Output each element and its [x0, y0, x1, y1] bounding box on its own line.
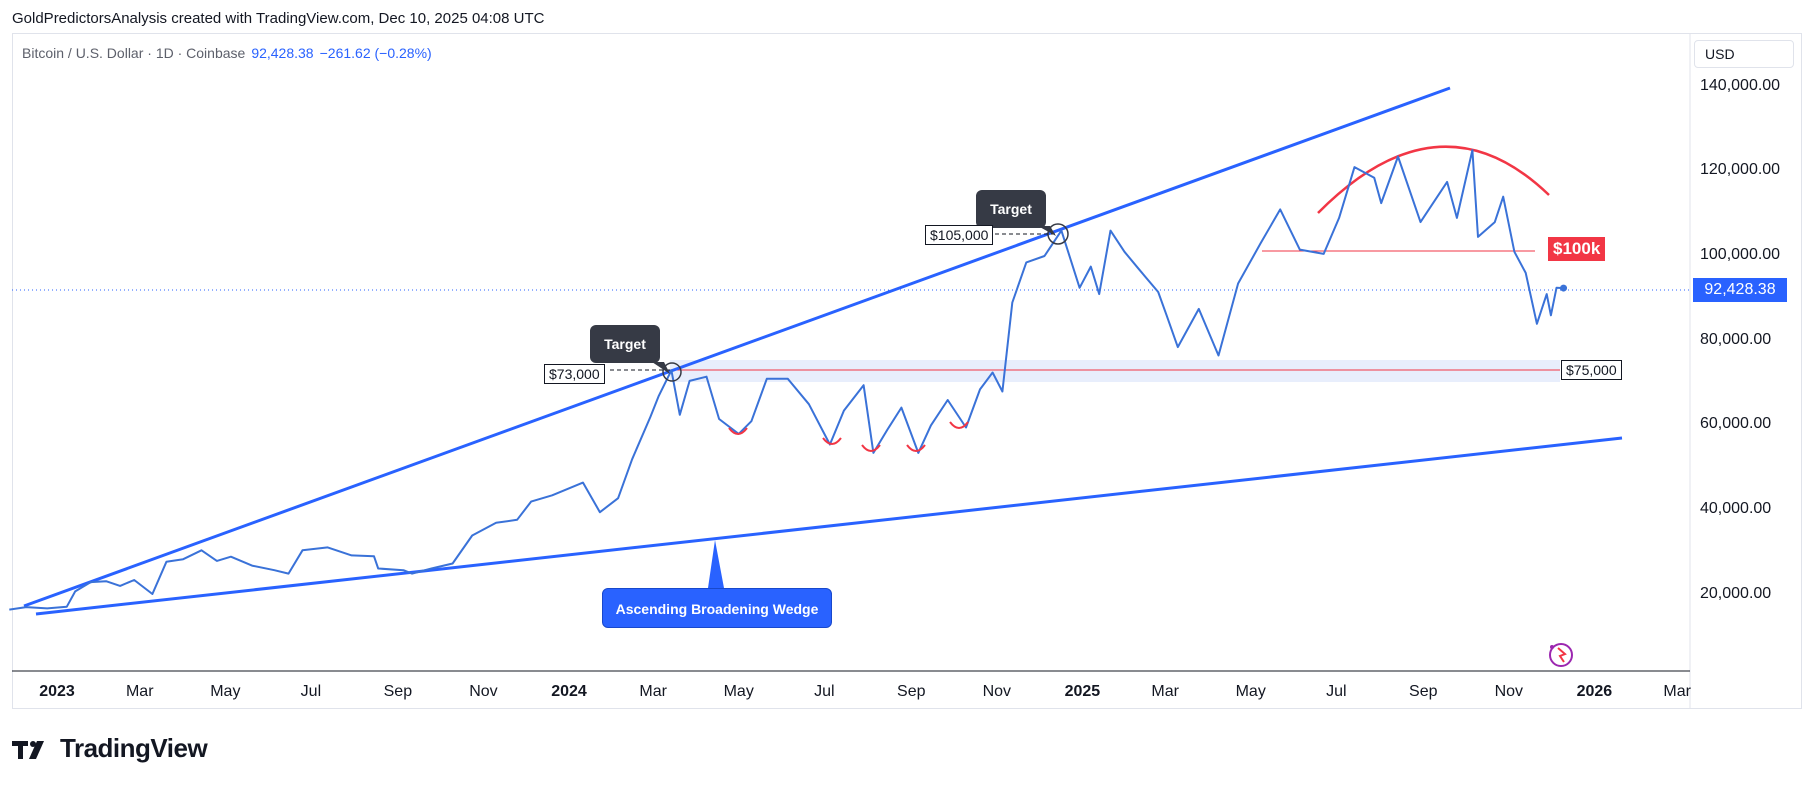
x-tick-label: Jul: [300, 683, 322, 700]
x-tick-label: 2025: [1064, 683, 1101, 700]
currency-button[interactable]: USD: [1694, 40, 1794, 68]
x-tick-label: May: [1235, 683, 1266, 700]
y-tick-label: 80,000.00: [1700, 330, 1772, 348]
price-tag-75k: $75,000: [1561, 360, 1622, 380]
last-price-dot: [1560, 284, 1568, 292]
target-circle-1: [662, 362, 682, 382]
y-tick-label: 140,000.00: [1700, 76, 1781, 94]
price-tag-105k: $105,000: [925, 225, 994, 245]
bottom-marker: [728, 427, 748, 435]
x-tick-label: Nov: [982, 683, 1012, 700]
wedge-lower-line: [35, 436, 1623, 616]
x-tick-label: Mar: [125, 683, 154, 700]
tv-spark-icon: [1549, 643, 1573, 667]
bottom-marker: [822, 437, 842, 445]
target-callout-2: Target: [976, 190, 1046, 228]
x-tick-label: Sep: [1409, 683, 1438, 700]
wedge-callout-pointer: [708, 540, 724, 588]
bottom-marker: [906, 444, 926, 452]
x-tick-label: May: [210, 683, 241, 700]
tradingview-logo-icon: [12, 740, 44, 759]
x-tick-label: Jul: [1326, 683, 1347, 700]
legend-price: 92,428.38: [251, 45, 314, 61]
target-callout-1: Target: [590, 325, 660, 363]
chart-frame: [12, 33, 1802, 709]
y-tick-label: 60,000.00: [1700, 415, 1772, 433]
bottom-marker: [861, 444, 881, 452]
x-tick-label: Nov: [469, 683, 498, 700]
x-tick-label: 2023: [39, 683, 75, 700]
x-tick-label: 2024: [551, 683, 587, 700]
x-tick-label: Nov: [1494, 683, 1524, 700]
y-tick-label: 40,000.00: [1700, 500, 1772, 518]
support-zone: [670, 360, 1560, 382]
last-price-label: 92,428.38: [1693, 278, 1787, 302]
x-tick-label: Mar: [639, 683, 667, 700]
price-line: [9, 149, 1564, 611]
y-tick-label: 20,000.00: [1700, 584, 1772, 602]
x-tick-label: Mar: [1663, 683, 1691, 700]
wedge-callout: Ascending Broadening Wedge: [602, 588, 832, 628]
x-tick-label: Sep: [383, 683, 413, 700]
x-tick-label: Mar: [1151, 683, 1179, 700]
target-pointer-2: [1038, 226, 1056, 236]
bottom-marker: [949, 421, 969, 429]
price-tag-73k: $73,000: [544, 364, 605, 384]
wedge-upper-line: [23, 86, 1451, 608]
tradingview-wordmark: TradingView: [60, 733, 208, 763]
target-pointer-1: [652, 362, 670, 374]
chart-legend: Bitcoin / U.S. Dollar · 1D · Coinbase 92,…: [22, 45, 432, 61]
x-tick-label: Jul: [814, 683, 835, 700]
bottom-markers: [728, 421, 969, 452]
attribution-header: GoldPredictorsAnalysis created with Trad…: [12, 10, 545, 27]
price-tag-100k: $100k: [1548, 237, 1606, 261]
x-tick-label: May: [723, 683, 754, 700]
y-tick-label: 120,000.00: [1700, 161, 1781, 179]
x-tick-label: Sep: [897, 683, 926, 700]
legend-symbol: Bitcoin / U.S. Dollar · 1D · Coinbase: [22, 45, 246, 61]
y-tick-label: 100,000.00: [1700, 246, 1781, 263]
tradingview-logo[interactable]: TradingView: [12, 733, 208, 764]
legend-change: −261.62 (−0.28%): [319, 45, 432, 61]
x-tick-label: 2026: [1576, 683, 1613, 700]
